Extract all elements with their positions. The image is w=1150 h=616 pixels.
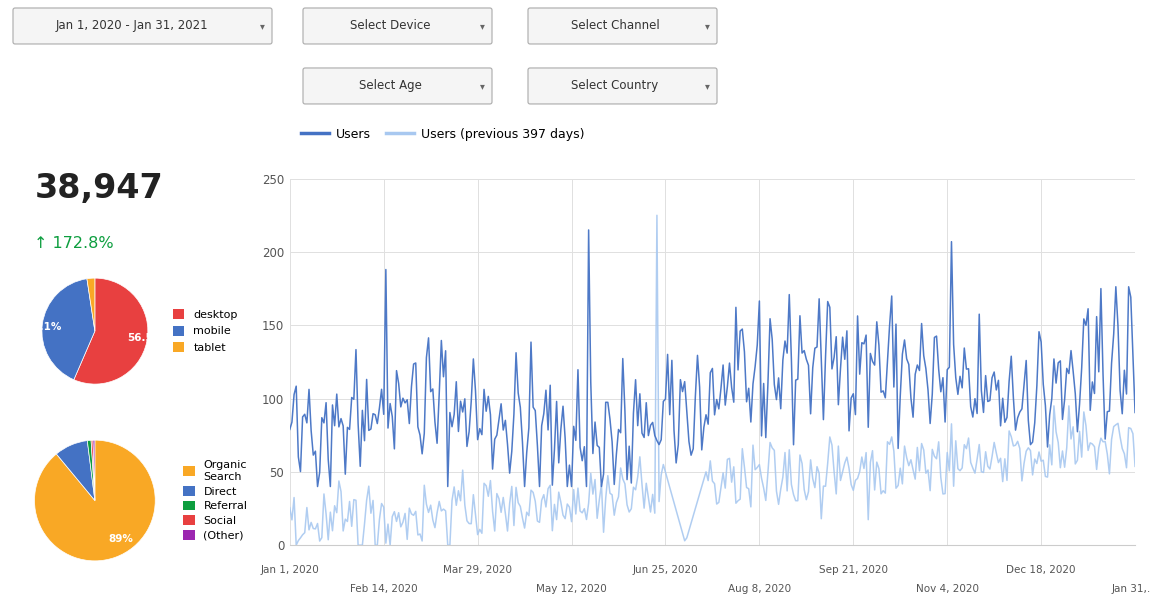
Text: 56.5%: 56.5% xyxy=(126,333,163,342)
Wedge shape xyxy=(91,440,95,500)
Wedge shape xyxy=(74,278,148,384)
FancyBboxPatch shape xyxy=(13,8,273,44)
Wedge shape xyxy=(56,440,95,500)
Text: Jan 1, 2020 - Jan 31, 2021: Jan 1, 2020 - Jan 31, 2021 xyxy=(56,20,208,33)
Text: Dec 18, 2020: Dec 18, 2020 xyxy=(1006,565,1076,575)
Text: May 12, 2020: May 12, 2020 xyxy=(536,584,607,594)
Text: Feb 14, 2020: Feb 14, 2020 xyxy=(350,584,417,594)
Legend: Users, Users (previous 397 days): Users, Users (previous 397 days) xyxy=(296,123,590,145)
Wedge shape xyxy=(87,278,94,331)
Text: ↑ 172.8%: ↑ 172.8% xyxy=(34,236,114,251)
Text: Select Device: Select Device xyxy=(350,20,430,33)
FancyBboxPatch shape xyxy=(528,8,716,44)
Text: Jan 1, 2020: Jan 1, 2020 xyxy=(260,565,320,575)
Text: Mar 29, 2020: Mar 29, 2020 xyxy=(443,565,512,575)
Text: 89%: 89% xyxy=(109,534,133,544)
Wedge shape xyxy=(34,440,155,561)
Wedge shape xyxy=(41,278,94,379)
Legend: desktop, mobile, tablet: desktop, mobile, tablet xyxy=(174,309,238,353)
Text: 38,947: 38,947 xyxy=(34,171,163,205)
Text: Select Channel: Select Channel xyxy=(570,20,659,33)
Text: Aug 8, 2020: Aug 8, 2020 xyxy=(728,584,791,594)
Text: ▾: ▾ xyxy=(480,81,484,91)
Text: ▾: ▾ xyxy=(480,21,484,31)
FancyBboxPatch shape xyxy=(302,68,492,104)
Text: Jun 25, 2020: Jun 25, 2020 xyxy=(632,565,698,575)
Text: Users (Reach/Awareness): Users (Reach/Awareness) xyxy=(21,129,239,145)
FancyBboxPatch shape xyxy=(302,8,492,44)
Text: ▾: ▾ xyxy=(705,81,710,91)
Text: Select Age: Select Age xyxy=(359,79,422,92)
Legend: Organic
Search, Direct, Referral, Social, (Other): Organic Search, Direct, Referral, Social… xyxy=(184,460,247,541)
Text: 41.1%: 41.1% xyxy=(26,322,62,332)
Text: ▾: ▾ xyxy=(705,21,710,31)
Text: Select Country: Select Country xyxy=(572,79,659,92)
Wedge shape xyxy=(87,440,95,500)
Text: Nov 4, 2020: Nov 4, 2020 xyxy=(915,584,979,594)
Wedge shape xyxy=(93,440,95,500)
Text: Jan 31,...: Jan 31,... xyxy=(1112,584,1150,594)
FancyBboxPatch shape xyxy=(528,68,716,104)
Text: ▾: ▾ xyxy=(260,21,265,31)
Text: Sep 21, 2020: Sep 21, 2020 xyxy=(819,565,888,575)
